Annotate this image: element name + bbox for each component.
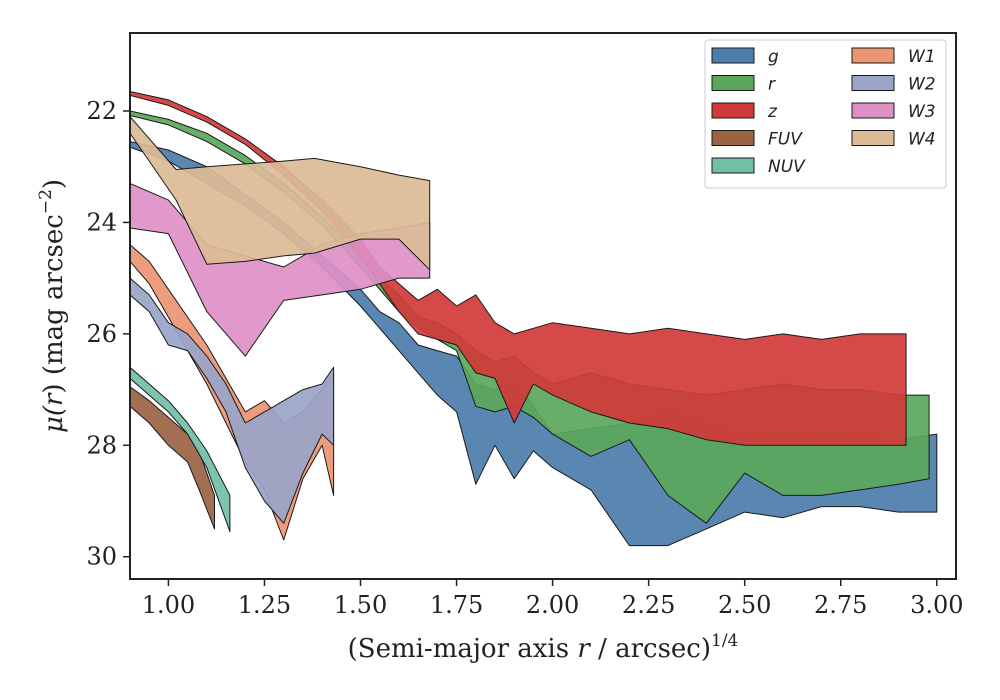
x-tick-label: 1.75: [430, 591, 483, 619]
series-band-z: [130, 91, 907, 446]
legend-label-w2: W2: [908, 75, 936, 95]
legend-label-w1: W1: [908, 47, 936, 67]
legend-label-w3: W3: [908, 102, 936, 122]
y-tick-label: 30: [86, 543, 117, 571]
y-tick-label: 24: [86, 208, 117, 236]
x-tick-label: 1.50: [334, 591, 387, 619]
series-band-nuv: [130, 366, 231, 533]
legend-swatch-w2: [851, 75, 895, 91]
x-tick-label: 2.75: [814, 591, 867, 619]
y-tick-label: 22: [86, 97, 117, 125]
legend-label-g: g: [768, 47, 779, 67]
series-band-w4: [130, 116, 431, 271]
x-tick-label: 2.00: [526, 591, 579, 619]
legend-swatch-w3: [851, 102, 895, 119]
legend-swatch-fuv: [711, 130, 755, 146]
legend-swatch-w1: [851, 47, 895, 64]
legend-label-fuv: FUV: [768, 130, 803, 150]
y-tick-label: 28: [86, 431, 117, 459]
x-axis-label: (Semi-major axis r / arcsec)1/4: [348, 631, 739, 664]
legend-label-w4: W4: [908, 130, 936, 150]
legend-swatch-g: [711, 47, 755, 64]
plot-frame: [129, 32, 957, 580]
legend-label-r: r: [768, 75, 776, 95]
series-layer: [130, 91, 938, 547]
x-tick-label: 1.00: [142, 591, 195, 619]
legend-label-z: z: [767, 102, 778, 122]
y-tick-label: 26: [86, 320, 117, 348]
legend-swatch-z: [711, 102, 755, 119]
series-band-w2: [130, 277, 335, 524]
x-tick-label: 2.25: [622, 591, 675, 619]
legend-swatch-w4: [851, 130, 895, 146]
legend: grz FUV NUV W1 W2 W3 W4: [704, 39, 947, 189]
series-band-fuv: [130, 386, 215, 530]
legend-swatch-r: [711, 75, 755, 91]
axis-ticks: 1.00 1.25 1.50 1.75 2.00 2.25 2.50 2.75 3.00 22 24…: [86, 97, 963, 619]
y-axis-label: μ(r) (mag arcsec−2): [36, 179, 69, 433]
x-tick-label: 3.00: [910, 591, 963, 619]
x-tick-label: 2.50: [718, 591, 771, 619]
x-tick-label: 1.25: [238, 591, 291, 619]
legend-label-nuv: NUV: [768, 157, 806, 177]
legend-swatch-nuv: [711, 157, 755, 174]
